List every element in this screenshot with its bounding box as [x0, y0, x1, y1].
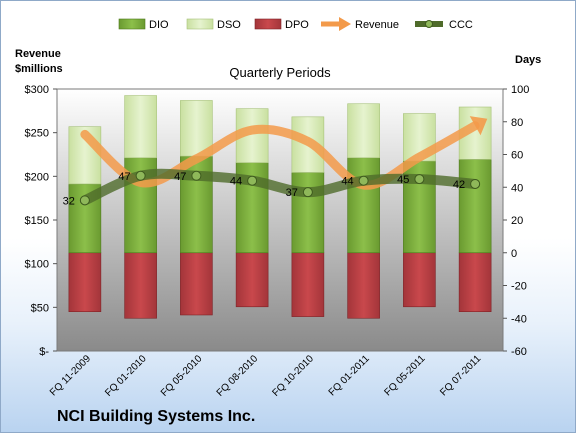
- ccc-data-label: 42: [453, 179, 465, 191]
- right-tick-label: 100: [511, 84, 529, 96]
- legend-label: DPO: [285, 19, 309, 31]
- bar-dpo: [458, 252, 492, 313]
- x-tick-label: FQ 05-2010: [159, 353, 205, 399]
- revenue-line: [80, 121, 480, 190]
- left-tick-label: $200: [25, 171, 49, 183]
- revenue-arrowhead: [469, 116, 488, 136]
- legend-label: Revenue: [355, 19, 399, 31]
- ccc-point: [191, 170, 202, 181]
- ccc-data-label: 47: [118, 171, 130, 183]
- ccc-point: [135, 170, 146, 181]
- legend-swatch-dso: [186, 18, 214, 30]
- bar-dpo: [68, 252, 102, 313]
- right-tick-label: 20: [511, 215, 523, 227]
- x-tick-label: FQ 10-2010: [270, 353, 316, 399]
- left-axis-title-line2: $millions: [15, 63, 63, 75]
- ccc-data-label: 44: [341, 176, 353, 188]
- left-tick-label: $250: [25, 128, 49, 140]
- bar-dpo: [180, 252, 213, 316]
- ccc-data-label: 32: [63, 195, 75, 207]
- legend-label: CCC: [449, 19, 473, 31]
- ccc-point: [79, 195, 90, 206]
- bar-dso: [347, 103, 380, 159]
- right-tick-label: 40: [511, 182, 523, 194]
- labels: 32 47 47 44 37 44 45 42: [63, 171, 466, 208]
- bar-dio: [458, 159, 492, 254]
- left-tick-label: $100: [25, 259, 49, 271]
- legend: DIO DSO DPO Revenue CCC: [118, 17, 473, 31]
- bar-dpo: [347, 252, 380, 319]
- left-tick-label: $300: [25, 84, 49, 96]
- x-tick-label: FQ 01-2010: [103, 353, 149, 399]
- right-tick-label: -20: [511, 281, 527, 293]
- ccc-point: [470, 178, 481, 189]
- x-tick-label: FQ 07-2011: [438, 353, 483, 398]
- legend-swatch-dio: [118, 18, 146, 30]
- right-tick-label: -40: [511, 313, 527, 325]
- legend-label: DSO: [217, 19, 241, 31]
- x-tick-label: FQ 11-2009: [48, 353, 93, 398]
- x-tick-label: FQ 01-2011: [327, 353, 372, 398]
- lines: [79, 116, 488, 206]
- right-tick-label: 60: [511, 150, 523, 162]
- bar-dpo: [124, 252, 157, 319]
- right-tick-label: -60: [511, 346, 527, 358]
- ccc-point: [302, 187, 313, 198]
- bar-dso: [124, 95, 157, 159]
- legend-swatch-dpo: [254, 18, 282, 30]
- legend-revenue-arrowhead: [339, 17, 351, 31]
- ccc-point: [247, 175, 258, 186]
- ccc-data-label: 44: [230, 176, 242, 188]
- ccc-point: [358, 175, 369, 186]
- legend-label: DIO: [149, 19, 169, 31]
- company-name: NCI Building Systems Inc.: [57, 408, 255, 425]
- left-tick-label: $-: [39, 346, 49, 358]
- bar-dio: [347, 157, 380, 254]
- x-tick-label: FQ 05-2011: [383, 353, 428, 398]
- legend-ccc-marker: [425, 20, 433, 28]
- right-axis-title: Days: [515, 54, 541, 66]
- bar-dso: [180, 100, 213, 157]
- left-tick-label: $50: [31, 302, 49, 314]
- x-tick-label: FQ 08-2010: [215, 353, 261, 399]
- right-tick-label: 80: [511, 117, 523, 129]
- bar-dpo: [403, 252, 436, 308]
- chart-title: Quarterly Periods: [229, 65, 331, 80]
- left-tick-label: $150: [25, 215, 49, 227]
- ccc-data-label: 45: [397, 174, 409, 186]
- bar-dpo: [291, 252, 325, 317]
- ccc-point: [414, 174, 425, 185]
- right-tick-label: 0: [511, 248, 517, 260]
- left-axis-title-line1: Revenue: [15, 48, 61, 60]
- bar-dpo: [235, 252, 269, 308]
- ccc-data-label: 47: [174, 171, 186, 183]
- ccc-data-label: 37: [286, 187, 298, 199]
- bar-dio: [291, 172, 325, 254]
